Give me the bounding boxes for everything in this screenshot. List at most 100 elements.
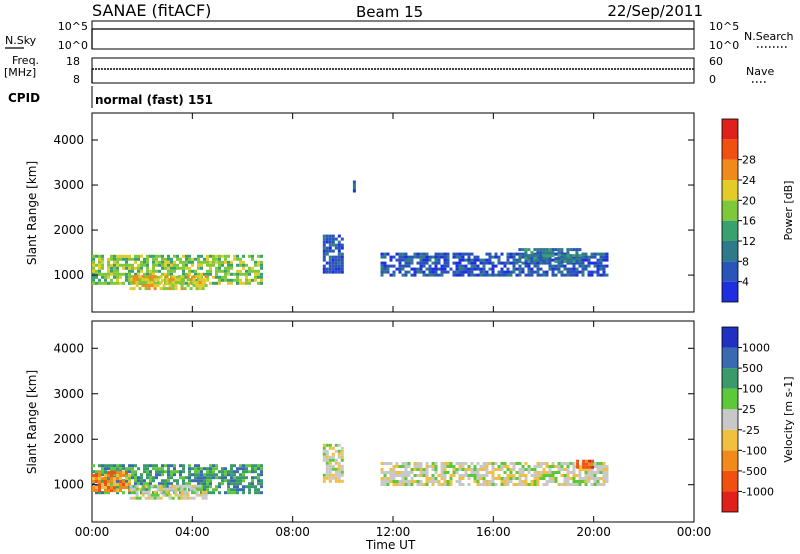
velocity-cell bbox=[325, 455, 329, 459]
power-cell bbox=[119, 257, 122, 261]
power-cell bbox=[131, 263, 134, 267]
velocity-region-2 bbox=[129, 484, 208, 500]
power-cell bbox=[179, 260, 182, 264]
power-cell bbox=[593, 264, 597, 268]
velocity-cell bbox=[584, 474, 588, 477]
power-cell bbox=[182, 272, 185, 276]
velocity-cell bbox=[337, 464, 341, 468]
velocity-cell bbox=[422, 468, 426, 471]
velocity-cell bbox=[527, 483, 531, 486]
velocity-cell bbox=[174, 487, 178, 491]
velocity-cell bbox=[182, 467, 185, 471]
velocity-cell bbox=[554, 471, 558, 474]
velocity-cell bbox=[180, 490, 184, 494]
power-cell bbox=[161, 260, 164, 264]
power-cell bbox=[422, 252, 426, 256]
power-cell bbox=[518, 273, 522, 277]
power-cell bbox=[488, 261, 492, 265]
power-cell bbox=[437, 252, 441, 256]
power-cell bbox=[536, 251, 540, 255]
velocity-cell bbox=[147, 496, 151, 500]
velocity-cell bbox=[545, 465, 549, 468]
power-cell bbox=[482, 264, 486, 268]
velocity-cell bbox=[485, 468, 489, 471]
velocity-cell bbox=[119, 471, 122, 475]
velocity-cell bbox=[458, 483, 462, 486]
velocity-cell bbox=[155, 464, 158, 468]
power-cell bbox=[153, 278, 157, 282]
power-cell bbox=[328, 258, 332, 262]
power-cell bbox=[578, 254, 582, 258]
power-cell bbox=[188, 254, 191, 258]
power-cell bbox=[328, 246, 332, 250]
power-cell bbox=[116, 260, 119, 264]
power-cell bbox=[140, 260, 143, 264]
power-cell bbox=[380, 252, 384, 256]
power-colorbar-label: Power [dB] bbox=[782, 181, 795, 241]
velocity-cell bbox=[138, 487, 142, 491]
power-cell bbox=[122, 266, 125, 270]
power-cell bbox=[506, 261, 510, 265]
velocity-cell bbox=[443, 465, 447, 468]
velocity-cell bbox=[494, 462, 498, 465]
power-cell bbox=[497, 258, 501, 262]
power-cell bbox=[227, 260, 230, 264]
power-cell bbox=[446, 270, 450, 274]
velocity-cell bbox=[479, 483, 483, 486]
power-cell bbox=[542, 248, 546, 252]
power-cell bbox=[605, 273, 609, 277]
velocity-cell bbox=[128, 476, 131, 480]
nsky-tick-low: 10^0 bbox=[58, 39, 88, 52]
power-cell bbox=[119, 281, 122, 285]
velocity-cell bbox=[156, 487, 160, 491]
velocity-cell bbox=[340, 452, 344, 456]
power-cell bbox=[192, 278, 196, 282]
power-cell bbox=[122, 272, 125, 276]
power-cell bbox=[122, 263, 125, 267]
power-cell bbox=[380, 270, 384, 274]
velocity-cell bbox=[152, 464, 155, 468]
velocity-cell bbox=[152, 476, 155, 480]
power-cell bbox=[110, 257, 113, 261]
power-colorbar-cell bbox=[722, 241, 738, 262]
velocity-cell bbox=[236, 488, 239, 492]
power-cell bbox=[152, 263, 155, 267]
velocity-cell bbox=[389, 477, 393, 480]
velocity-colorbar-label: Velocity [m s-1] bbox=[782, 376, 795, 462]
power-cell bbox=[101, 266, 104, 270]
velocity-cell bbox=[165, 493, 169, 497]
power-cell bbox=[590, 270, 594, 274]
power-cell bbox=[458, 258, 462, 262]
velocity-cell bbox=[591, 459, 595, 463]
velocity-cell bbox=[422, 474, 426, 477]
power-cell bbox=[536, 273, 540, 277]
velocity-cell bbox=[331, 458, 335, 462]
velocity-cell bbox=[485, 471, 489, 474]
velocity-cell bbox=[443, 480, 447, 483]
velocity-cell bbox=[322, 473, 326, 477]
velocity-cell bbox=[113, 483, 116, 487]
velocity-cell bbox=[536, 465, 540, 468]
power-cell bbox=[407, 270, 411, 274]
power-cell bbox=[587, 264, 591, 268]
power-cell bbox=[322, 255, 326, 259]
power-cell bbox=[113, 272, 116, 276]
power-cell bbox=[167, 269, 170, 273]
power-cell bbox=[195, 275, 199, 279]
power-cell bbox=[404, 252, 408, 256]
velocity-cell bbox=[431, 483, 435, 486]
velocity-cell bbox=[566, 483, 570, 486]
velocity-cell bbox=[407, 462, 411, 465]
velocity-cell bbox=[209, 482, 212, 486]
velocity-cell bbox=[224, 470, 227, 474]
velocity-cell bbox=[401, 462, 405, 465]
power-cell bbox=[383, 255, 387, 259]
power-cell bbox=[560, 260, 564, 264]
velocity-cell bbox=[128, 474, 131, 478]
velocity-cell bbox=[194, 473, 197, 477]
power-y-tick-label: 1000 bbox=[53, 268, 84, 282]
power-cell bbox=[404, 273, 408, 277]
power-cell bbox=[334, 246, 338, 250]
velocity-cell bbox=[585, 465, 589, 469]
